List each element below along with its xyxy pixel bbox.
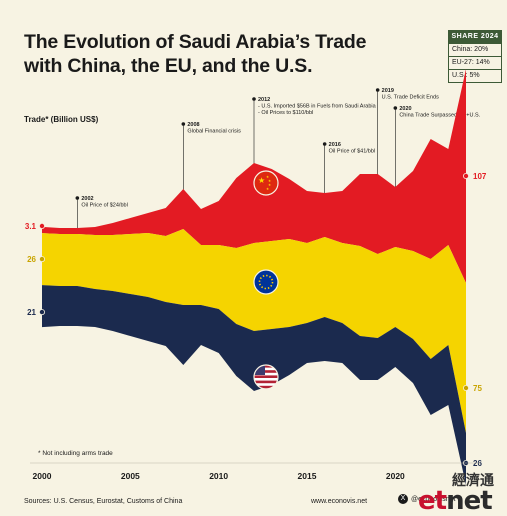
watermark-logo-suffix: net — [446, 486, 493, 516]
svg-text:★: ★ — [258, 176, 265, 185]
us-flag-icon — [253, 364, 279, 390]
end-dot-china — [462, 172, 469, 179]
annotation-2012-line-1: - U.S. Imported $56B in Fuels from Saudi… — [258, 104, 377, 110]
annotation-2002-line-0: 2002 — [81, 196, 93, 202]
x-axis: 2000 2005 2010 2015 2020 — [30, 462, 480, 481]
start-label-us: 21 — [27, 308, 36, 317]
annotation-dot-2020 — [393, 106, 398, 110]
start-dot-china — [39, 222, 46, 229]
social-handle-text: @econovisnet — [411, 495, 456, 503]
end-label-eu: 75 — [473, 384, 482, 393]
svg-text:★: ★ — [268, 179, 271, 183]
x-tick-2005: 2005 — [121, 471, 140, 481]
watermark-logo: etnet — [418, 486, 493, 516]
annotation-2019-line-1: U.S. Trade Deficit Ends — [382, 95, 439, 101]
china-flag-icon: ★ ★ ★ ★ ★ — [253, 170, 279, 196]
footnote: * Not including arms trade — [38, 450, 113, 457]
annotation-2008-line-1: Global Financial crisis — [187, 129, 241, 135]
start-label-china: 3.1 — [25, 222, 37, 231]
annotation-dot-2016 — [322, 142, 327, 146]
share-row-china: China: 20% — [449, 43, 501, 56]
x-tick-2010: 2010 — [209, 471, 228, 481]
end-label-us: 26 — [473, 459, 482, 468]
sources-text: Sources: U.S. Census, Eurostat, Customs … — [24, 498, 183, 505]
watermark-logo-prefix: et — [418, 486, 447, 516]
svg-text:★: ★ — [266, 175, 269, 179]
annotation-2012-line-2: - Oil Prices to $110/bbl — [258, 110, 313, 116]
end-label-china: 107 — [473, 172, 487, 181]
annotation-2020-line-1: China Trade Surpassed EU+U.S. — [399, 113, 480, 119]
annotation-dot-2019 — [375, 88, 380, 92]
end-dot-eu — [462, 384, 469, 391]
annotation-2020-line-0: 2020 — [399, 106, 411, 112]
annotation-dot-2012 — [252, 97, 256, 101]
areas-layer — [42, 69, 466, 485]
eu-flag-icon — [253, 269, 279, 295]
area-china — [42, 69, 466, 283]
annotation-2008-line-0: 2008 — [187, 122, 199, 128]
annotation-2016-line-1: Oil Price of $41/bbl — [329, 149, 375, 155]
x-tick-2000: 2000 — [33, 471, 52, 481]
share-box-header: SHARE 2024 — [449, 31, 501, 43]
website-text: www.econovis.net — [311, 498, 368, 505]
annotation-2016-line-0: 2016 — [329, 142, 341, 148]
chart-title: The Evolution of Saudi Arabia’s Trade wi… — [24, 31, 367, 77]
flags-layer: ★ ★ ★ ★ ★ — [253, 170, 279, 390]
annotation-2002-line-1: Oil Price of $24/bbl — [81, 203, 127, 209]
annotation-dot-2008 — [181, 122, 186, 126]
social-handle: X @econovisnet — [398, 494, 455, 504]
annotation-dot-2002 — [75, 196, 80, 200]
x-logo-icon: X — [398, 494, 408, 504]
annotation-2012-line-0: 2012 — [258, 97, 270, 103]
start-label-eu: 26 — [27, 255, 36, 264]
x-tick-2015: 2015 — [298, 471, 317, 481]
start-dot-us — [39, 309, 46, 316]
watermark-chinese: 經濟通 — [452, 473, 494, 489]
trade-axis-label: Trade* (Billion US$) — [24, 115, 99, 124]
svg-text:★: ★ — [268, 183, 271, 187]
annotation-2019-line-0: 2019 — [382, 88, 394, 94]
svg-text:★: ★ — [266, 187, 269, 191]
x-tick-2020: 2020 — [386, 471, 405, 481]
share-row-eu: EU-27: 14% — [449, 56, 501, 69]
area-us — [42, 285, 466, 485]
start-dot-eu — [39, 256, 46, 263]
